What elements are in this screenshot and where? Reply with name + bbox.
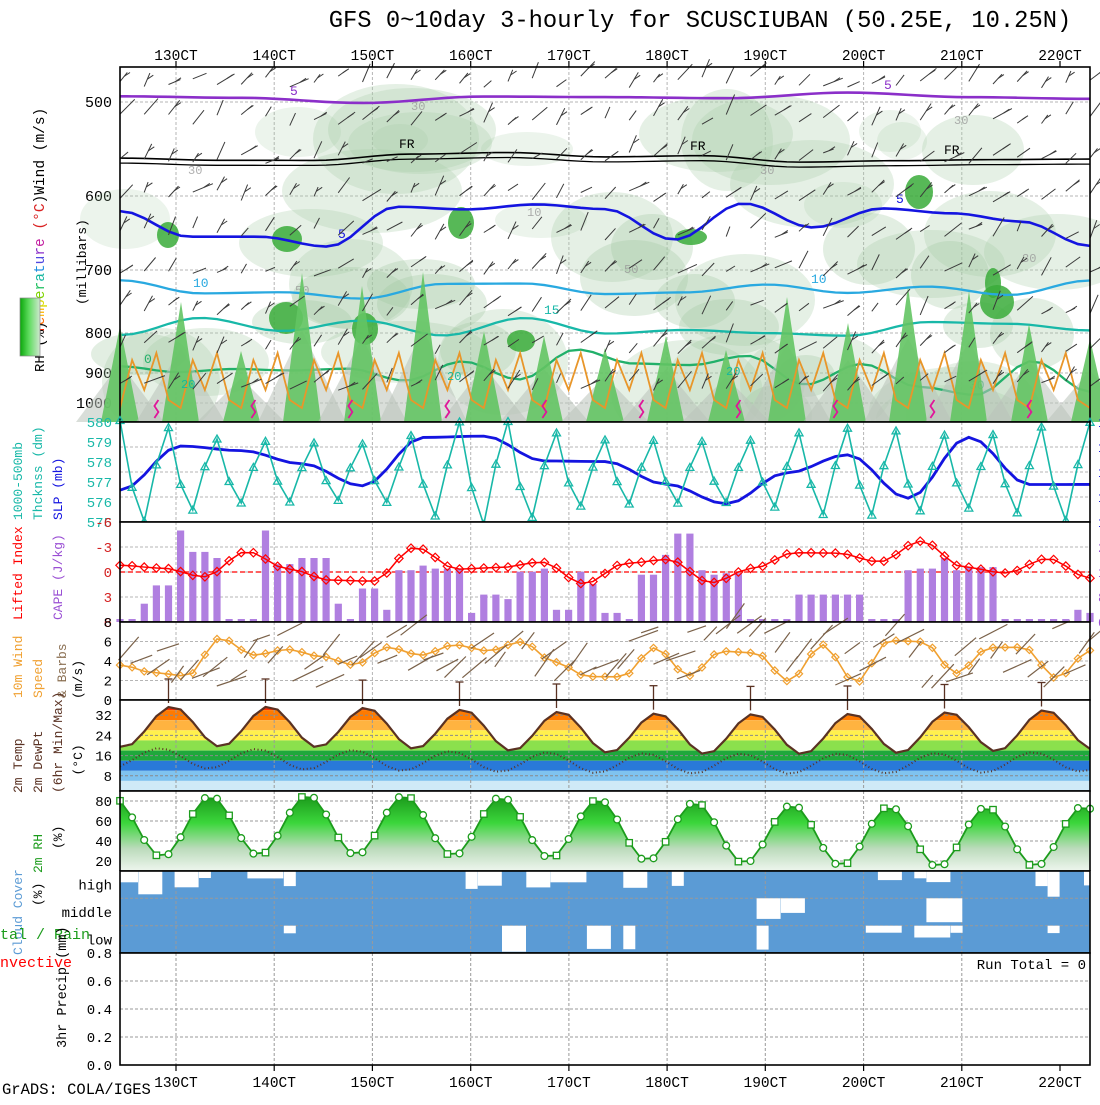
svg-text:(%): (%) [51, 826, 66, 849]
svg-text:0.4: 0.4 [87, 1003, 112, 1019]
svg-text:CAPE (J/kg): CAPE (J/kg) [51, 534, 66, 620]
svg-text:32: 32 [95, 709, 112, 725]
svg-text:3: 3 [104, 591, 112, 607]
svg-text:Run Total = 0: Run Total = 0 [977, 958, 1086, 974]
svg-text:500: 500 [85, 95, 112, 112]
svg-text:80: 80 [95, 795, 112, 811]
svg-text:4: 4 [104, 655, 112, 671]
svg-text:20: 20 [181, 378, 195, 392]
svg-text:190CT: 190CT [744, 1076, 788, 1092]
svg-text:60: 60 [95, 815, 112, 831]
svg-text:180CT: 180CT [645, 1076, 689, 1092]
svg-text:(millibars): (millibars) [75, 219, 90, 305]
svg-text:6: 6 [104, 636, 112, 652]
svg-text:15: 15 [544, 303, 560, 318]
svg-text:GrADS: COLA/IGES: GrADS: COLA/IGES [2, 1081, 151, 1099]
svg-text:(°C): (°C) [71, 744, 86, 775]
svg-text:50: 50 [624, 263, 638, 277]
svg-text:580: 580 [87, 416, 112, 432]
svg-text:30: 30 [188, 164, 202, 178]
svg-text:577: 577 [87, 476, 112, 492]
svg-text:(%): (%) [31, 883, 46, 906]
svg-text:579: 579 [87, 436, 112, 452]
svg-text:(m/s): (m/s) [71, 660, 86, 699]
svg-text:2m RH: 2m RH [31, 834, 46, 873]
svg-text:-3: -3 [95, 541, 112, 557]
svg-text:3hr Precip (mm): 3hr Precip (mm) [56, 926, 71, 1048]
svg-text:578: 578 [87, 456, 112, 472]
svg-text:8: 8 [104, 616, 112, 632]
svg-text:10: 10 [193, 276, 209, 291]
svg-text:0.8: 0.8 [87, 947, 112, 963]
svg-text:0: 0 [104, 566, 112, 582]
svg-text:& Barbs: & Barbs [55, 643, 70, 698]
svg-text:160CT: 160CT [449, 1076, 493, 1092]
svg-text:5: 5 [884, 78, 892, 93]
svg-text:200CT: 200CT [842, 1076, 886, 1092]
svg-text:0.6: 0.6 [87, 975, 112, 991]
svg-text:0.0: 0.0 [87, 1059, 112, 1075]
svg-text:2: 2 [104, 675, 112, 691]
svg-text:2m DewPt: 2m DewPt [31, 731, 46, 793]
svg-text:-6: -6 [95, 516, 112, 532]
svg-text:1000-500mb: 1000-500mb [11, 442, 26, 520]
svg-text:30: 30 [411, 100, 425, 114]
svg-text:Total / Rain: Total / Rain [0, 927, 90, 944]
svg-text:Lifted Index: Lifted Index [11, 526, 26, 620]
svg-text:20: 20 [95, 855, 112, 871]
svg-text:130CT: 130CT [154, 1076, 198, 1092]
svg-text:30: 30 [954, 114, 968, 128]
svg-text:high: high [78, 879, 112, 895]
svg-text:210CT: 210CT [940, 1076, 984, 1092]
svg-text:170CT: 170CT [547, 1076, 591, 1092]
svg-text:150CT: 150CT [351, 1076, 395, 1092]
svg-text:SLP (mb): SLP (mb) [51, 458, 66, 520]
svg-text:Speed: Speed [31, 659, 46, 698]
svg-text:0: 0 [104, 694, 112, 710]
svg-text:30: 30 [1022, 252, 1036, 266]
svg-text:(6hr Min/Max): (6hr Min/Max) [51, 692, 66, 793]
svg-text:10m Wind: 10m Wind [11, 636, 26, 698]
svg-text:FR: FR [399, 137, 415, 152]
svg-text:10: 10 [527, 206, 541, 220]
svg-text:220CT: 220CT [1038, 1076, 1082, 1092]
svg-text:8: 8 [104, 770, 112, 786]
svg-text:Thcknss (dm): Thcknss (dm) [31, 426, 46, 520]
svg-text:middle: middle [62, 906, 112, 922]
svg-text:576: 576 [87, 496, 112, 512]
svg-text:40: 40 [95, 835, 112, 851]
svg-text:24: 24 [95, 729, 112, 745]
svg-text:FR: FR [690, 139, 706, 154]
svg-text:0.2: 0.2 [87, 1031, 112, 1047]
svg-text:GFS 0~10day 3-hourly for SCUSC: GFS 0~10day 3-hourly for SCUSCIUBAN (50.… [329, 8, 1072, 35]
svg-text:2m Temp: 2m Temp [11, 738, 26, 793]
svg-text:0: 0 [144, 352, 152, 367]
svg-text:20: 20 [447, 370, 461, 384]
svg-text:16: 16 [95, 750, 112, 766]
svg-text:140CT: 140CT [252, 1076, 296, 1092]
